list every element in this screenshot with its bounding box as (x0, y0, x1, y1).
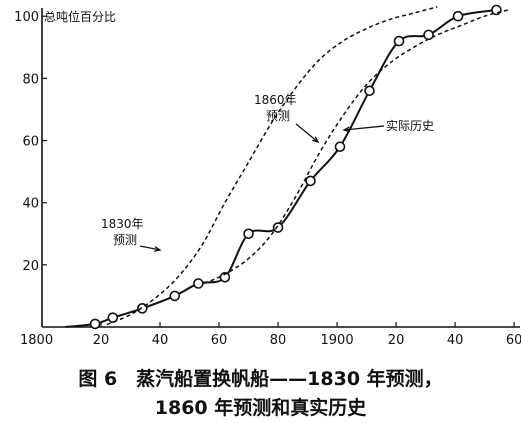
data-point (243, 228, 254, 240)
x-tick-label: 1900 (321, 333, 354, 348)
y-tick-label: 20 (22, 259, 39, 274)
y-tick-label: 100 (14, 10, 39, 25)
data-point (305, 175, 316, 187)
annotation-label: 1830年 (101, 217, 144, 231)
figure-caption-line-1: 图 6 蒸汽船置换帆船——1830 年预测， (78, 368, 443, 390)
x-tick-label: 20 (93, 333, 110, 348)
annotation-leader (343, 125, 385, 131)
series-line-2 (203, 9, 509, 285)
y-tick-label: 60 (22, 135, 39, 150)
data-point (193, 278, 204, 289)
data-point (393, 35, 405, 47)
series-line-0 (65, 9, 497, 328)
data-point (364, 85, 375, 97)
figure-caption-line-2: 1860 年预测和真实历史 (154, 397, 367, 419)
y-axis-title: 总吨位百分比 (44, 9, 116, 24)
x-tick-label: 40 (152, 333, 169, 348)
annotation-leader (295, 123, 319, 143)
x-tick-label: 60 (506, 333, 521, 348)
axes: 1800 20 40 60 80 1900 20 40 60 20 40 60 80 100 总吨位百分比 (14, 8, 521, 348)
annotation-label: 预测 (266, 109, 290, 123)
series-layer (65, 4, 509, 330)
annotation-arrowhead (153, 246, 162, 252)
data-point (334, 141, 346, 153)
x-tick-label: 20 (388, 333, 405, 348)
data-point (169, 290, 181, 302)
annotation-arrowhead (342, 126, 350, 133)
data-point (89, 318, 101, 330)
x-tick-label: 40 (447, 333, 464, 348)
series-line-1 (106, 6, 438, 326)
annotation-arrowhead (312, 136, 320, 144)
x-tick-label: 60 (211, 333, 228, 348)
x-tick-label: 1800 (20, 333, 53, 348)
data-point (452, 10, 464, 22)
annotation-label: 预测 (113, 233, 137, 247)
annotation-label: 1860年 (254, 93, 297, 107)
data-point (423, 29, 434, 41)
x-tick-label: 80 (270, 333, 287, 348)
annotation-leader (139, 245, 161, 251)
y-tick-label: 40 (22, 197, 39, 212)
data-point (272, 222, 284, 233)
data-point (107, 312, 119, 323)
y-tick-label: 80 (22, 72, 39, 87)
annotation-label: 实际历史 (386, 118, 434, 133)
